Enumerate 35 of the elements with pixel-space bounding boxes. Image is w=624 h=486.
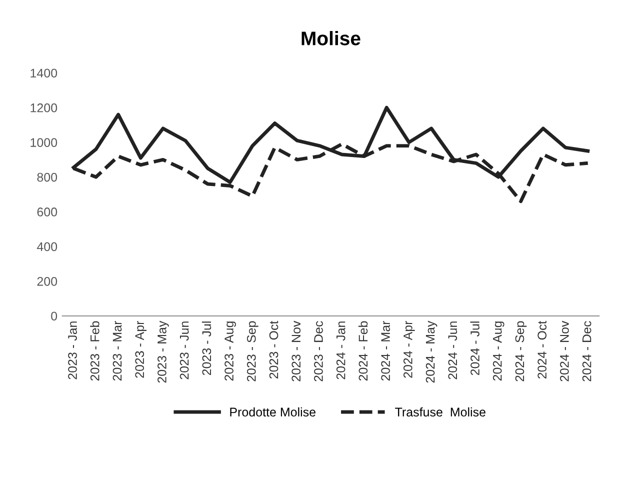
x-tick-label: 2023 - Feb: [90, 321, 100, 381]
x-tick-label: 2024 - Jul: [470, 322, 480, 376]
x-tick-label: 2024 - Sep: [515, 321, 527, 382]
x-tick-label: 2023 - Mar: [112, 320, 122, 381]
x-tick-label: 2024 - Jun: [448, 322, 458, 380]
x-tick-label: 2024 - Mar: [381, 320, 390, 381]
x-tick-label: 2024 - Aug: [492, 322, 504, 381]
x-tick-label: 2024 - Feb: [358, 321, 368, 381]
x-tick-label: 2023 - Aug: [224, 322, 236, 381]
x-tick-label: 2024 - Jan: [336, 322, 346, 380]
x-tick-label: 2024 - Oct: [538, 320, 546, 378]
y-tick-label: 600: [37, 208, 58, 216]
y-tick-label: 1000: [30, 138, 58, 147]
legend-label: Prodotte Molise: [230, 407, 316, 417]
x-tick-label: 2024 - Nov: [560, 320, 569, 382]
x-tick-label: 2023 - Nov: [292, 320, 301, 382]
x-tick-label: 2023 - Sep: [246, 321, 258, 382]
x-tick-label: 2024 - May: [426, 320, 438, 383]
x-tick-label: 2023 - Oct: [269, 320, 278, 378]
x-tick-label: 2023 - Apr: [135, 320, 146, 378]
x-tick-label: 2023 - Jan: [68, 322, 77, 380]
x-tick-label: 2023 - Jul: [202, 322, 212, 376]
y-tick-label: 1200: [30, 103, 58, 112]
x-tick-label: 2023 - Jun: [180, 322, 189, 380]
y-tick-label: 0: [51, 312, 58, 321]
x-tick-label: 2024 - Dec: [582, 321, 592, 382]
legend-label: Trasfuse Molise: [395, 407, 486, 417]
x-tick-label: 2023 - May: [158, 320, 169, 383]
y-tick-label: 1400: [30, 68, 58, 78]
x-tick-label: 2024 - Apr: [403, 320, 415, 378]
y-tick-label: 400: [36, 242, 58, 252]
x-tick-label: 2023 - Dec: [314, 321, 323, 382]
chart-title: Molise: [302, 31, 360, 46]
y-tick-label: 800: [37, 172, 58, 182]
y-tick-label: 200: [37, 276, 58, 286]
